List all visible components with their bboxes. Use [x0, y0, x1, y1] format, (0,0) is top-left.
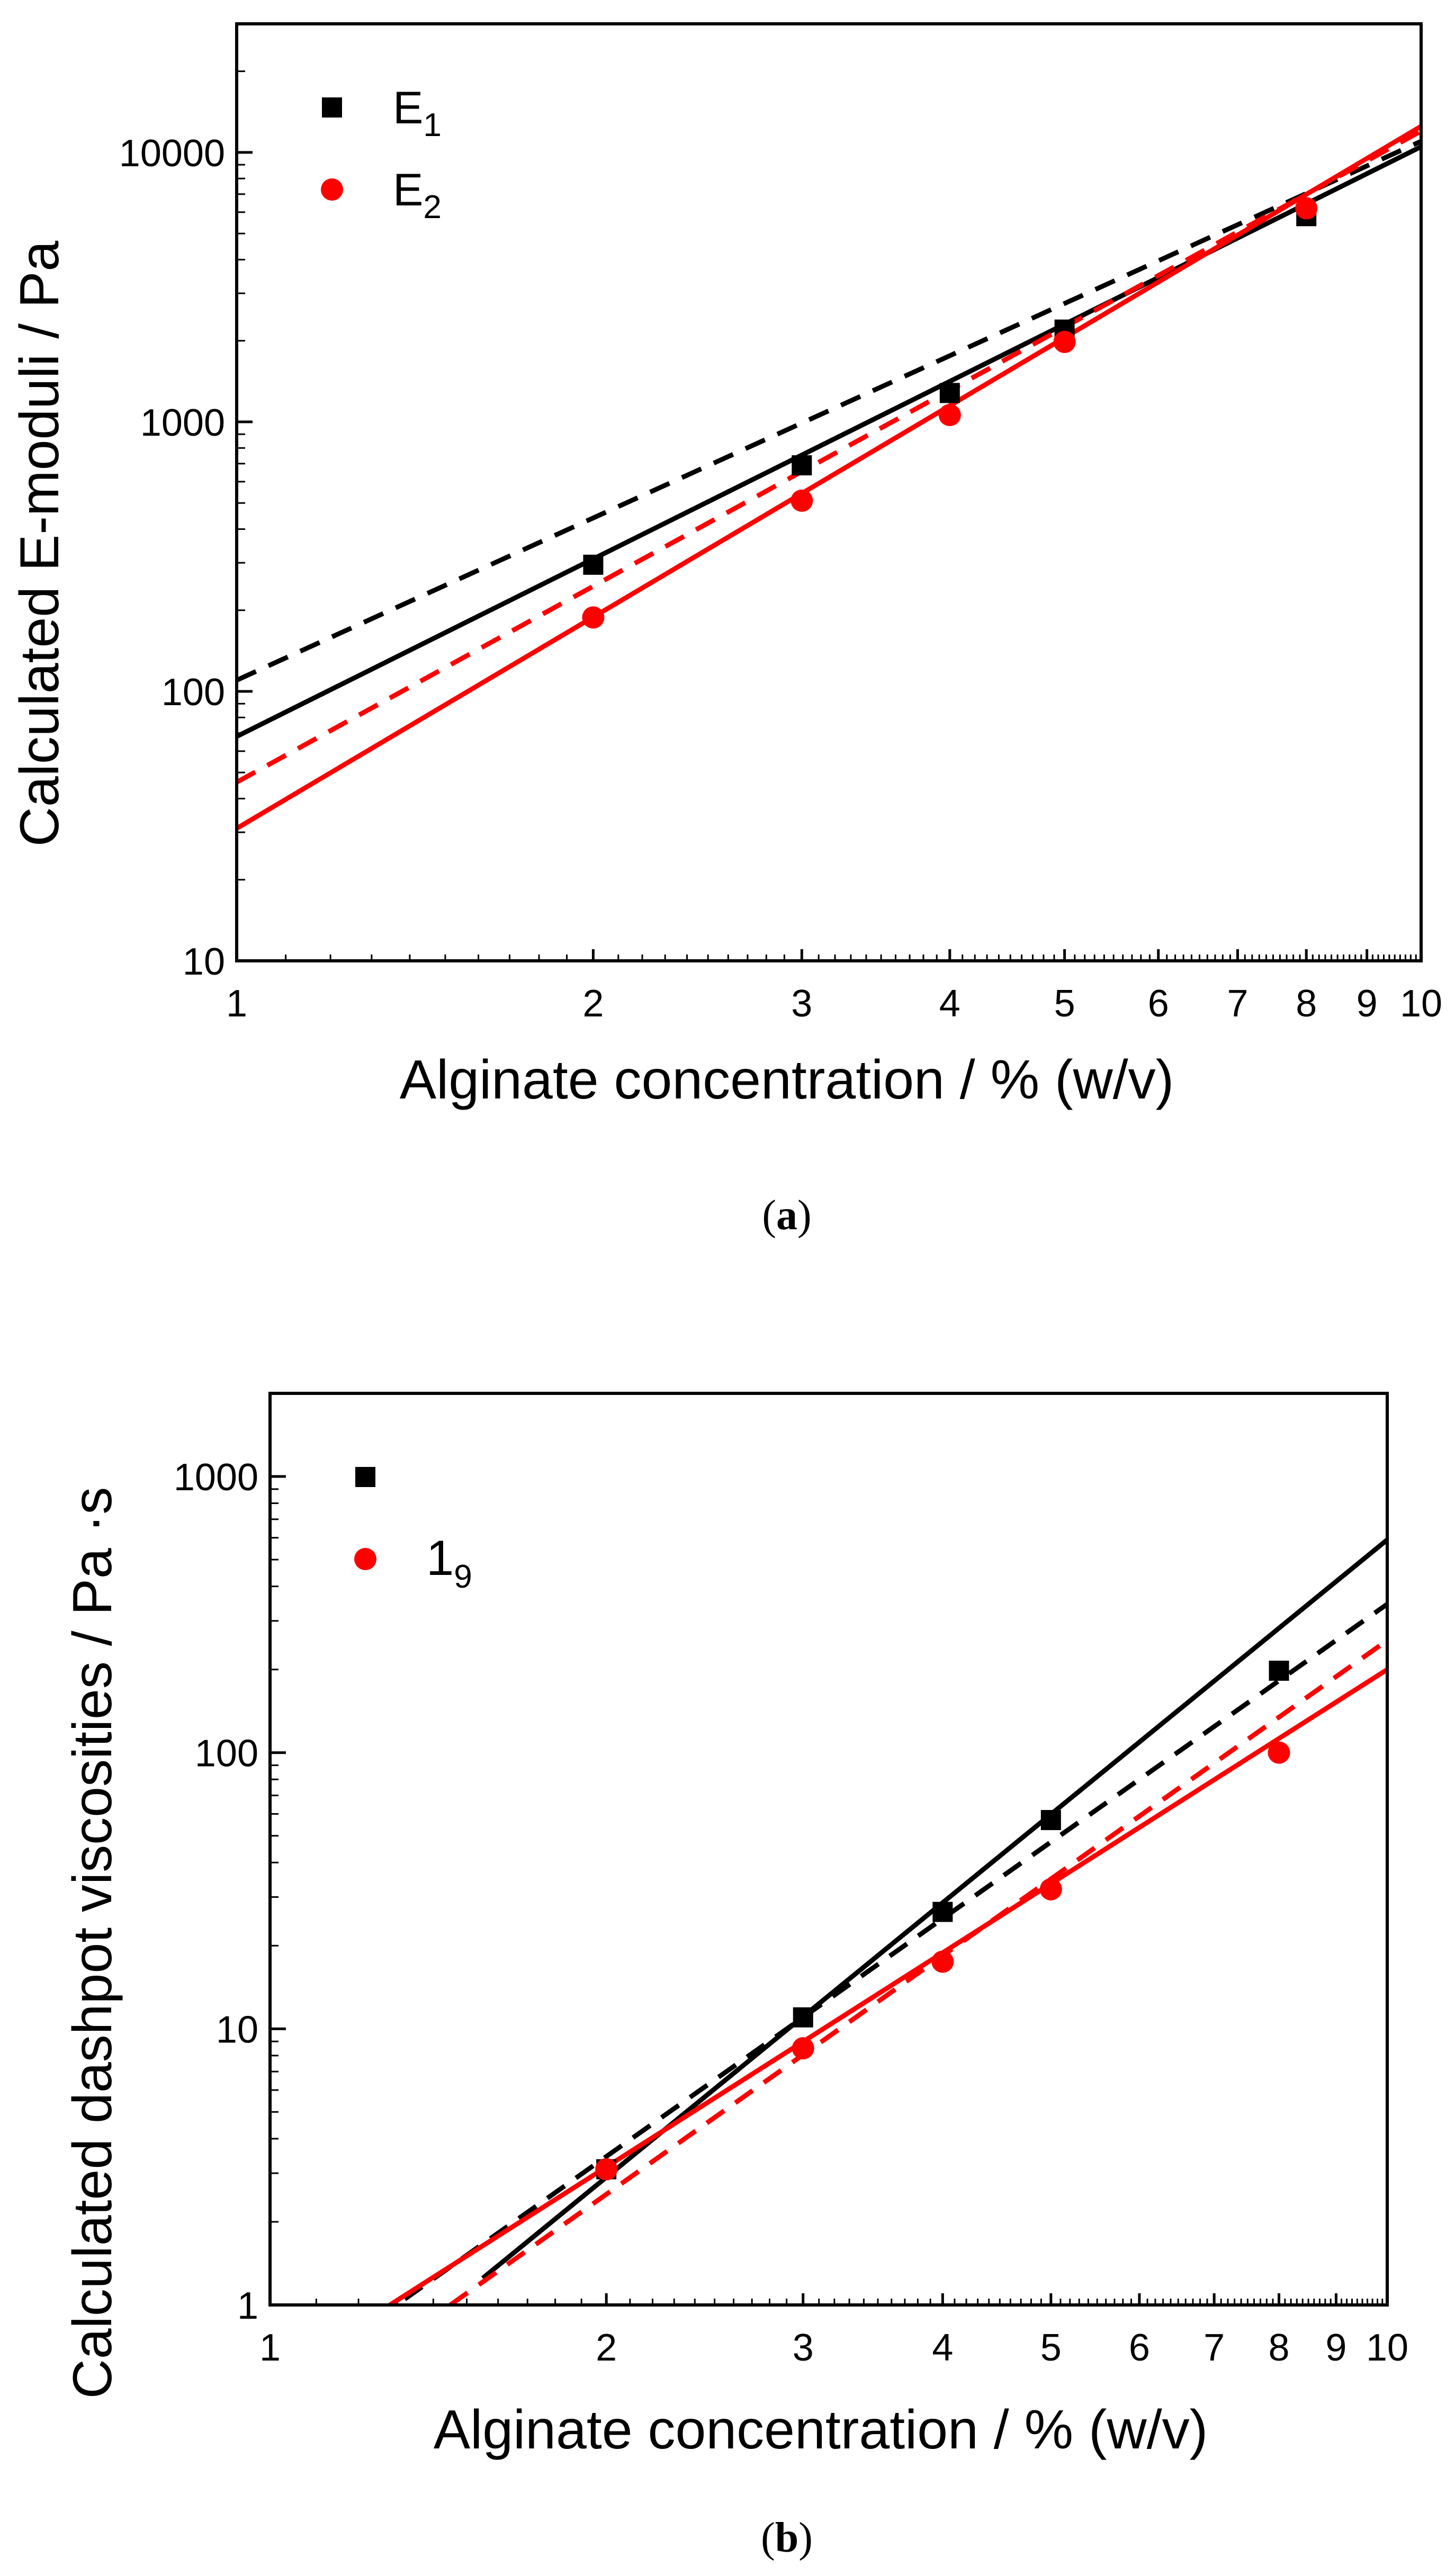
solid-fit-line-0	[237, 145, 1421, 739]
dashed-fit-line-1	[448, 1638, 1387, 2305]
legend-b: 19	[354, 1467, 472, 1595]
data-point-square	[932, 1902, 953, 1922]
y-axis-label-b: Calculated dashpot viscosities / Pa ·s	[62, 1487, 123, 2399]
fit-lines-clipped	[388, 1538, 1387, 2305]
x-tick-label: 10	[1366, 2327, 1408, 2369]
y-tick-label: 10	[216, 2008, 258, 2051]
legend-marker-square	[322, 97, 342, 118]
x-tick-label: 9	[1357, 983, 1378, 1025]
caption-letter-a: a	[776, 1192, 797, 1239]
x-tick-label: 7	[1203, 2327, 1225, 2369]
data-point-circle	[791, 489, 813, 512]
data-point-circle	[1295, 197, 1318, 220]
x-tick-label: 1	[226, 983, 247, 1025]
data-point-square	[793, 2007, 813, 2028]
data-point-circle	[582, 606, 605, 629]
data-point-circle	[1039, 1878, 1062, 1901]
caption-letter-b: b	[775, 2515, 799, 2561]
x-tick-label: 5	[1054, 983, 1075, 1025]
data-point-square	[1269, 1660, 1289, 1681]
y-tick-label: 100	[161, 671, 225, 714]
fit-lines-b	[388, 1538, 1387, 2305]
data-points-b	[595, 1660, 1290, 2181]
y-tick-label: 1000	[174, 1456, 258, 1499]
x-tick-label: 7	[1227, 983, 1248, 1025]
x-tick-labels-b: 1 2 3 4 5 6 7 8 9 10	[259, 2327, 1408, 2369]
x-tick-label: 3	[791, 983, 812, 1025]
fit-lines-clipped	[237, 124, 1421, 831]
x-tick-label: 4	[939, 983, 960, 1025]
x-tick-label: 3	[793, 2327, 814, 2369]
x-tick-label: 6	[1148, 983, 1169, 1025]
solid-fit-line-1	[237, 124, 1421, 831]
x-tick-label: 2	[596, 2327, 617, 2369]
data-point-circle	[931, 1950, 954, 1973]
plot-frame-b	[268, 1392, 1389, 2307]
caption-b: (b)	[761, 2515, 813, 2561]
data-point-square	[583, 554, 604, 575]
caption-a: (a)	[762, 1192, 811, 1239]
solid-fit-line-1	[388, 1667, 1387, 2305]
y-tick-labels-b: 1 10 100 1000	[174, 1456, 258, 2327]
data-point-square	[792, 455, 812, 475]
legend-marker-circle	[354, 1548, 376, 1570]
y-tick-label: 10	[183, 941, 225, 983]
x-tick-label: 1	[259, 2327, 281, 2369]
dashed-fit-line-0	[237, 139, 1421, 682]
y-tick-label: 10000	[119, 132, 225, 175]
legend-marker-square	[355, 1467, 375, 1487]
legend-label-main: E	[393, 165, 423, 215]
chart-panel-a: 1 2 3 4 5 6 7 8 9 10 10 100 1000 10000 Alginate conc…	[9, 22, 1442, 1239]
dashed-fit-line-1	[237, 129, 1421, 785]
data-point-square	[1040, 1810, 1061, 1831]
x-axis-label-b: Alginate concentration / % (w/v)	[434, 2399, 1208, 2461]
fit-lines-a	[237, 124, 1421, 831]
data-point-circle	[792, 2037, 814, 2060]
legend-label-subscript: 2	[423, 189, 441, 226]
x-tick-label: 9	[1325, 2327, 1346, 2369]
legend-label-1: E2	[393, 165, 442, 226]
x-axis-label-a: Alginate concentration / % (w/v)	[400, 1049, 1174, 1111]
data-point-circle	[1268, 1741, 1290, 1764]
legend-label-main: E	[393, 83, 423, 133]
x-tick-labels-a: 1 2 3 4 5 6 7 8 9 10	[226, 983, 1442, 1025]
legend-marker-circle	[321, 178, 343, 201]
data-points-a	[582, 197, 1318, 629]
plot-frame-a	[235, 22, 1423, 962]
data-point-square	[939, 383, 960, 403]
x-tick-label: 5	[1040, 2327, 1062, 2369]
legend-label-1: 19	[426, 1530, 472, 1595]
x-tick-label: 2	[582, 983, 604, 1025]
y-tick-label: 100	[195, 1733, 258, 1775]
data-point-circle	[1053, 330, 1076, 353]
legend-label-0: E1	[393, 83, 442, 143]
x-tick-label: 8	[1268, 2327, 1289, 2369]
x-tick-label: 6	[1129, 2327, 1150, 2369]
data-point-circle	[938, 404, 961, 427]
y-axis-label-a: Calculated E-moduli / Pa	[9, 241, 70, 847]
legend-label-subscript: 1	[423, 107, 441, 143]
x-tick-label: 10	[1400, 983, 1442, 1025]
data-point-circle	[595, 2158, 618, 2181]
x-tick-label: 8	[1296, 983, 1317, 1025]
y-tick-labels-a: 10 100 1000 10000	[119, 132, 225, 983]
y-tick-label: 1000	[140, 402, 225, 444]
legend-label-main: 1	[426, 1530, 454, 1586]
x-tick-label: 4	[932, 2327, 953, 2369]
y-tick-label: 1	[237, 2285, 258, 2327]
minor-ticks-b	[268, 1475, 1389, 2307]
dashed-fit-line-0	[403, 1602, 1387, 2301]
legend-label-subscript: 9	[454, 1559, 472, 1595]
